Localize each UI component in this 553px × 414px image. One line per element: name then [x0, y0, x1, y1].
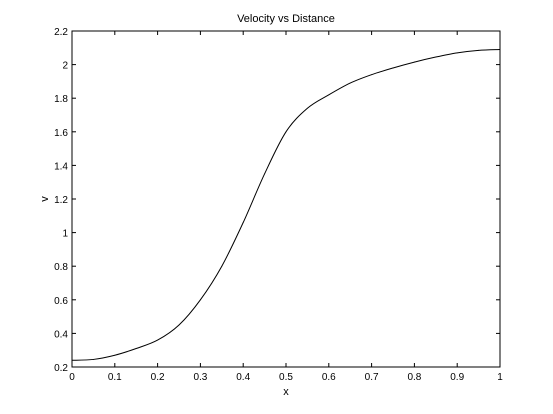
x-tick-label: 0.7: [365, 372, 379, 383]
data-point: [71, 359, 73, 361]
y-tick-label: 2.2: [54, 27, 68, 38]
x-axis-label: x: [283, 386, 289, 398]
chart-title: Velocity vs Distance: [237, 13, 335, 25]
y-tick-label: 0.2: [54, 363, 68, 374]
y-axis-ticks: 0.2 0.4 0.6 0.8 1 1.2 1.4 1.6 1.8 2 2.2: [54, 27, 500, 374]
data-point: [478, 49, 479, 51]
data-point: [93, 359, 94, 360]
data-point: [414, 61, 415, 63]
plot-area-frame: [71, 30, 501, 368]
x-tick-label: 0.1: [108, 372, 122, 383]
data-point: [285, 131, 287, 133]
y-tick-label: 1: [62, 229, 68, 240]
x-tick-label: 0.5: [279, 372, 293, 383]
data-point: [200, 299, 201, 301]
y-tick-label: 0.6: [54, 296, 68, 307]
x-tick-label: 0.4: [236, 372, 250, 383]
data-point: [242, 222, 244, 223]
data-point: [114, 354, 116, 356]
y-tick-label: 1.6: [54, 128, 68, 139]
data-point: [392, 67, 394, 69]
x-tick-label: 0.8: [407, 372, 421, 383]
data-point: [264, 173, 265, 175]
data-point: [435, 56, 437, 58]
y-tick-label: 2: [62, 61, 68, 72]
data-point: [499, 49, 501, 50]
x-tick-label: 0.3: [193, 372, 207, 383]
data-point: [371, 74, 372, 76]
data-point: [178, 324, 180, 326]
x-tick-label: 0.2: [151, 372, 165, 383]
y-tick-label: 0.8: [54, 262, 68, 273]
data-point: [307, 107, 308, 109]
y-tick-label: 1.2: [54, 195, 68, 206]
x-tick-label: 1: [497, 372, 503, 383]
data-point: [349, 82, 351, 84]
x-tick-label: 0.9: [450, 372, 464, 383]
y-axis-label: v: [39, 196, 51, 202]
data-point: [157, 339, 159, 341]
series-layer: [71, 48, 501, 361]
x-axis-ticks: 0 0.1 0.2 0.3 0.4 0.5 0.6 0.7 0.8 0.9 1: [69, 31, 503, 383]
data-point: [456, 52, 458, 54]
data-point: [135, 348, 137, 349]
data-point: [328, 94, 330, 96]
y-tick-label: 1.8: [54, 94, 68, 105]
data-point: [221, 265, 223, 267]
y-tick-label: 1.4: [54, 161, 68, 172]
x-tick-label: 0: [69, 372, 75, 383]
x-tick-label: 0.6: [322, 372, 336, 383]
y-tick-label: 0.4: [54, 329, 68, 340]
